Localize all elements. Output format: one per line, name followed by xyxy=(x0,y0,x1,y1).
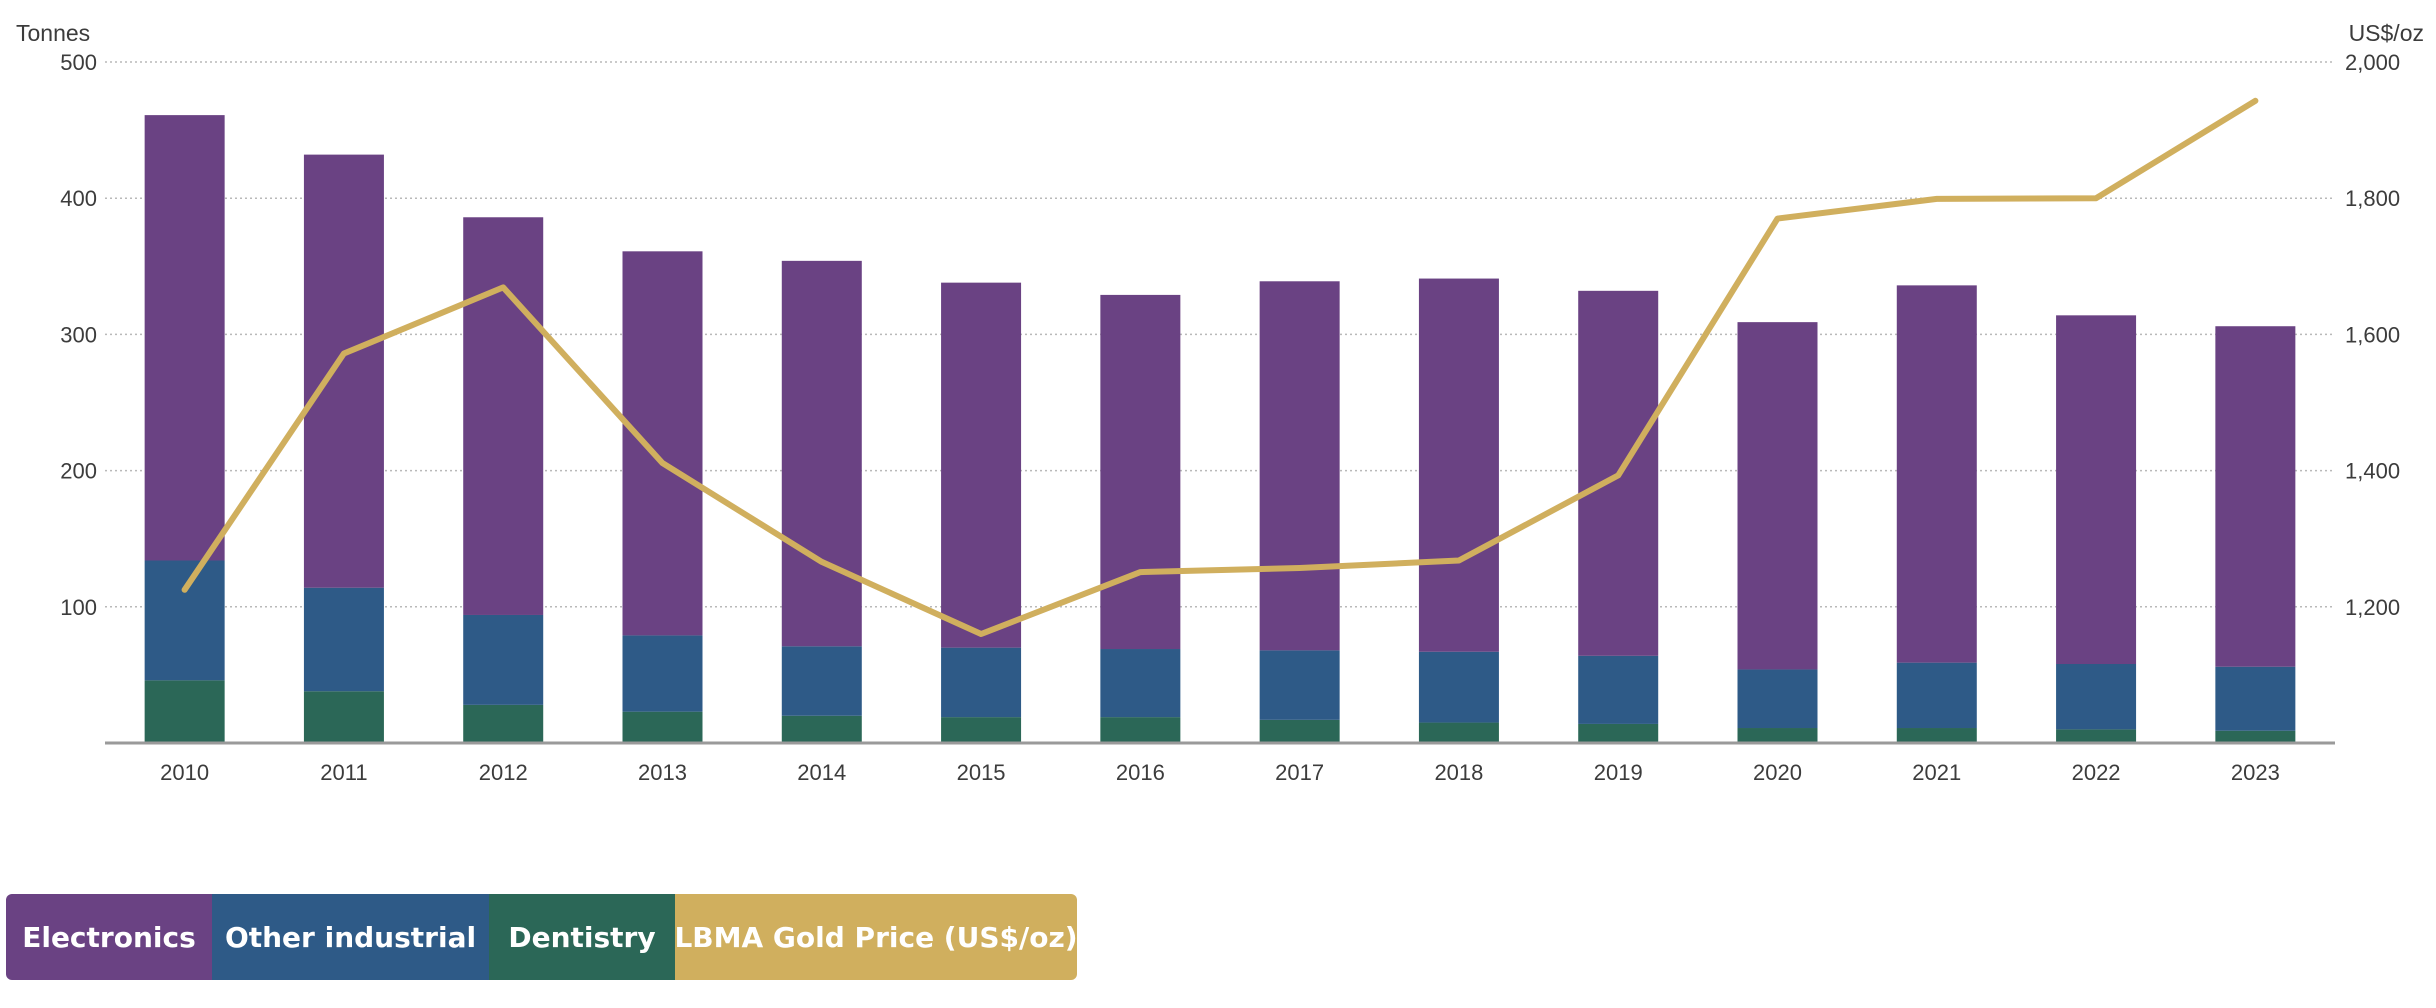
left-tick-label: 300 xyxy=(60,322,97,347)
bar-dentistry-2016 xyxy=(1100,717,1181,743)
bar-other-industrial-2016 xyxy=(1100,649,1181,718)
bar-electronics-2013 xyxy=(622,251,703,636)
right-tick-label: 2,000 xyxy=(2345,50,2400,75)
bar-dentistry-2019 xyxy=(1578,723,1659,743)
bar-dentistry-2010 xyxy=(144,680,225,743)
bar-other-industrial-2014 xyxy=(781,646,862,716)
bar-electronics-2021 xyxy=(1896,285,1977,663)
legend: Electronics Other industrial Dentistry L… xyxy=(6,894,1077,980)
bar-dentistry-2018 xyxy=(1418,722,1499,743)
x-tick-label: 2017 xyxy=(1275,760,1324,785)
bar-other-industrial-2013 xyxy=(622,635,703,712)
x-tick-label: 2011 xyxy=(320,760,367,785)
bar-electronics-2010 xyxy=(144,115,225,561)
left-tick-label: 200 xyxy=(60,459,97,484)
x-tick-label: 2014 xyxy=(797,760,846,785)
bar-dentistry-2013 xyxy=(622,711,703,743)
bar-other-industrial-2011 xyxy=(303,587,384,692)
bar-other-industrial-2021 xyxy=(1896,662,1977,729)
bar-electronics-2015 xyxy=(941,282,1022,648)
bars xyxy=(144,115,2296,743)
bar-other-industrial-2019 xyxy=(1578,655,1659,724)
left-tick-label: 400 xyxy=(60,186,97,211)
x-tick-label: 2012 xyxy=(479,760,528,785)
bar-dentistry-2021 xyxy=(1896,728,1977,743)
x-tick-label: 2021 xyxy=(1912,760,1961,785)
bar-dentistry-2020 xyxy=(1737,728,1818,743)
bar-electronics-2017 xyxy=(1259,281,1340,651)
bar-dentistry-2012 xyxy=(463,704,544,743)
bar-electronics-2014 xyxy=(781,260,862,647)
x-tick-label: 2015 xyxy=(957,760,1006,785)
bar-dentistry-2014 xyxy=(781,715,862,743)
bar-electronics-2022 xyxy=(2056,315,2137,665)
bar-dentistry-2023 xyxy=(2215,730,2296,743)
right-tick-label: 1,200 xyxy=(2345,595,2400,620)
legend-item-gold-price[interactable]: LBMA Gold Price (US$/oz) xyxy=(674,894,1077,980)
x-tick-label: 2022 xyxy=(2072,760,2121,785)
x-tick-label: 2020 xyxy=(1753,760,1802,785)
price-line-group xyxy=(181,97,2259,637)
bar-other-industrial-2017 xyxy=(1259,650,1340,720)
gridlines xyxy=(105,61,2335,608)
legend-item-other-industrial[interactable]: Other industrial xyxy=(212,894,489,980)
legend-item-electronics[interactable]: Electronics xyxy=(6,894,212,980)
bar-other-industrial-2018 xyxy=(1418,651,1499,723)
bar-dentistry-2017 xyxy=(1259,719,1340,743)
bar-other-industrial-2022 xyxy=(2056,664,2137,730)
bar-other-industrial-2023 xyxy=(2215,666,2296,731)
x-tick-label: 2023 xyxy=(2231,760,2280,785)
bar-electronics-2016 xyxy=(1100,294,1181,650)
legend-item-dentistry[interactable]: Dentistry xyxy=(489,894,675,980)
bar-electronics-2012 xyxy=(463,217,544,615)
x-tick-label: 2019 xyxy=(1594,760,1643,785)
left-tick-label: 100 xyxy=(60,595,97,620)
bar-dentistry-2015 xyxy=(941,717,1022,743)
bar-electronics-2020 xyxy=(1737,322,1818,670)
bar-electronics-2018 xyxy=(1418,278,1499,652)
right-tick-label: 1,800 xyxy=(2345,186,2400,211)
bar-other-industrial-2020 xyxy=(1737,669,1818,729)
right-axis-title: US$/oz xyxy=(2349,20,2424,46)
x-tick-label: 2010 xyxy=(160,760,209,785)
x-tick-label: 2018 xyxy=(1434,760,1483,785)
chart: 100 200 300 400 500 1,200 1,400 1,600 1,800 2,000… xyxy=(16,20,2424,785)
gold-price-line xyxy=(181,97,2259,637)
tick-labels: 100 200 300 400 500 1,200 1,400 1,600 1,800 2,000… xyxy=(60,50,2400,785)
x-tick-label: 2013 xyxy=(638,760,687,785)
left-tick-label: 500 xyxy=(60,50,97,75)
bar-other-industrial-2015 xyxy=(941,647,1022,718)
bar-dentistry-2011 xyxy=(303,691,384,743)
x-tick-label: 2016 xyxy=(1116,760,1165,785)
bar-other-industrial-2012 xyxy=(463,614,544,705)
bar-electronics-2011 xyxy=(303,154,384,588)
bar-dentistry-2022 xyxy=(2056,729,2137,743)
right-tick-label: 1,400 xyxy=(2345,459,2400,484)
right-tick-label: 1,600 xyxy=(2345,322,2400,347)
bar-electronics-2023 xyxy=(2215,326,2296,667)
left-axis-title: Tonnes xyxy=(16,20,90,46)
bar-other-industrial-2010 xyxy=(144,560,225,681)
